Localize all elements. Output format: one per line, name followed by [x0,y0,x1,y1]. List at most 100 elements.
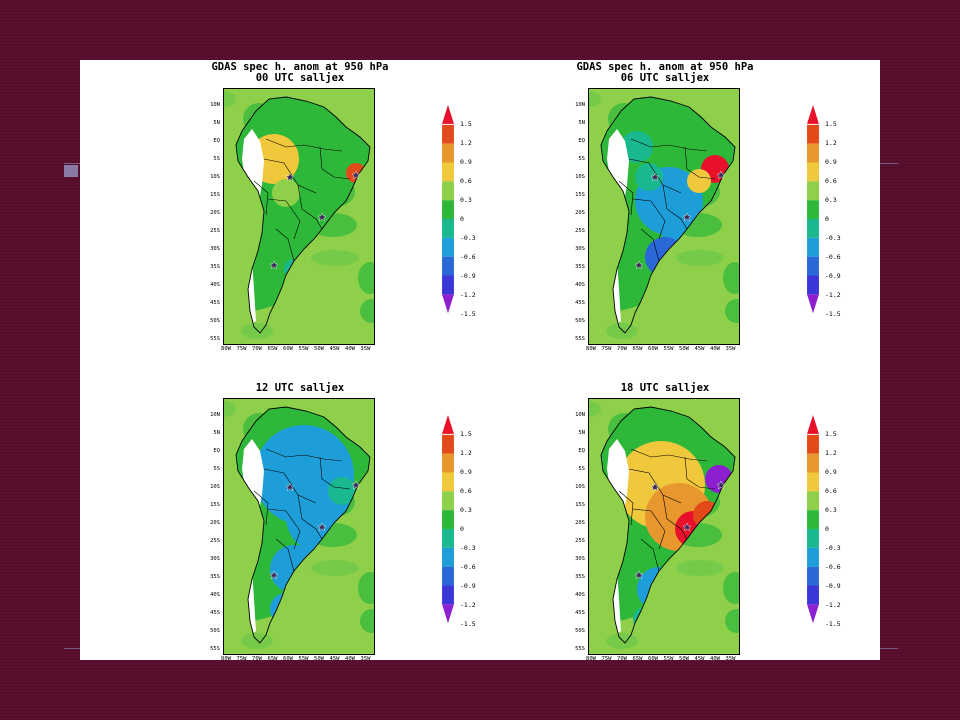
colorbar-label: 1.2 [460,449,472,457]
anomaly-map [588,398,740,655]
lon-tick-label: 75W [601,656,612,662]
station-star-icon [634,260,644,270]
country-border [297,184,323,230]
colorbar-label: 1.5 [460,430,472,438]
lat-tick-label: 30S [210,246,220,252]
panel-subtitle: 00 UTC salljex [255,72,345,84]
lat-tick-label: 15S [575,192,585,198]
lat-tick-label: 5S [578,466,585,472]
country-border [265,448,343,462]
colorbar-segment [442,237,454,257]
lon-tick-label: 50W [314,346,324,352]
lon-tick-label: 80W [221,656,231,662]
country-border [640,228,660,262]
map-panel-p18: 18 UTC salljex 10N 5N EQ 5S 10S 15S 20S 25S 30S 35… [445,370,841,663]
lat-tick-label: 10N [210,412,220,418]
colorbar-segment [442,453,454,473]
figure-slide: GDAS spec h. anom at 950 hPa 00 UTC sallj… [80,60,880,663]
colorbar-segment [442,604,454,624]
colorbar [807,105,819,314]
country-border [253,490,269,526]
anomaly-blob [241,633,273,649]
lon-tick-label: 40W [345,346,355,352]
lat-tick-label: EQ [578,138,585,144]
lat-tick-label: 25S [210,538,220,544]
colorbar-label: -0.6 [460,563,476,571]
station-star-icon [650,482,660,492]
lat-tick-label: 55S [575,646,585,652]
anomaly-blob [311,250,359,266]
colorbar-label: 0.3 [825,196,837,204]
country-border [684,146,716,180]
anomaly-blob [606,323,638,339]
lat-tick-label: 50S [575,318,585,324]
lat-tick-label: EQ [213,448,220,454]
colorbar-label: 0 [460,525,464,533]
colorbar-label: 1.5 [825,430,837,438]
lon-tick-label: 75W [236,346,247,352]
colorbar-segment [442,547,454,567]
colorbar-segment [807,237,819,257]
colorbar-label: -0.9 [460,582,476,590]
colorbar-segment [807,256,819,276]
map-panel-p06: GDAS spec h. anom at 950 hPa 06 UTC sallj… [445,60,841,353]
colorbar-label: -1.5 [460,620,476,628]
lat-tick-label: 45S [210,300,220,306]
station-star-icon [285,172,295,182]
colorbar-label: 0 [825,525,829,533]
colorbar-segment [807,105,819,124]
anomaly-blob [311,560,359,576]
country-border [263,158,317,194]
colorbar-segment [442,275,454,295]
lat-tick-label: 50S [210,628,220,634]
colorbar [442,415,454,624]
anomaly-blob [676,250,724,266]
lat-tick-label: 30S [210,556,220,562]
colorbar-segment [807,124,819,144]
country-border [267,198,301,240]
colorbar-label: -1.2 [825,291,841,299]
lon-tick-label: 55W [663,656,674,662]
lat-tick-label: 25S [575,228,585,234]
country-border [630,448,708,462]
colorbar-label: 0.9 [825,468,837,476]
station-star-icon [716,480,726,490]
lon-tick-label: 45W [329,656,340,662]
colorbar-segment [442,124,454,144]
colorbar-label: -0.6 [825,253,841,261]
colorbar-label: 0.6 [825,487,837,495]
decor-square [64,165,78,177]
colorbar-label: -0.6 [460,253,476,261]
lon-tick-label: 80W [221,346,231,352]
country-border [319,146,351,180]
lon-tick-label: 75W [236,656,247,662]
coastline [235,96,371,334]
lon-tick-label: 50W [679,346,689,352]
lat-tick-label: 10S [575,484,585,490]
lat-tick-label: 20S [210,520,220,526]
anomaly-blob [358,572,374,604]
lat-tick-label: EQ [213,138,220,144]
colorbar-segment [442,510,454,530]
colorbar-segment [442,256,454,276]
country-border [297,494,323,540]
lat-tick-label: 55S [210,336,220,342]
country-border [263,468,317,504]
lon-tick-label: 80W [586,656,596,662]
lon-tick-label: 65W [267,656,278,662]
lon-tick-label: 55W [298,346,309,352]
colorbar-label: 0.6 [460,177,472,185]
lat-tick-label: 10N [210,102,220,108]
lat-tick-label: 35S [575,574,585,580]
panel-subtitle: 18 UTC salljex [620,382,710,394]
colorbar-label: -0.9 [460,272,476,280]
colorbar-label: -1.2 [825,601,841,609]
colorbar-label: -0.3 [460,544,476,552]
lon-tick-label: 35W [360,656,371,662]
colorbar-segment [807,219,819,238]
lat-tick-label: 55S [575,336,585,342]
colorbar-segment [442,200,454,220]
station-star-icon [682,522,692,532]
anomaly-blob [360,299,374,323]
anomaly-blob [723,262,739,294]
